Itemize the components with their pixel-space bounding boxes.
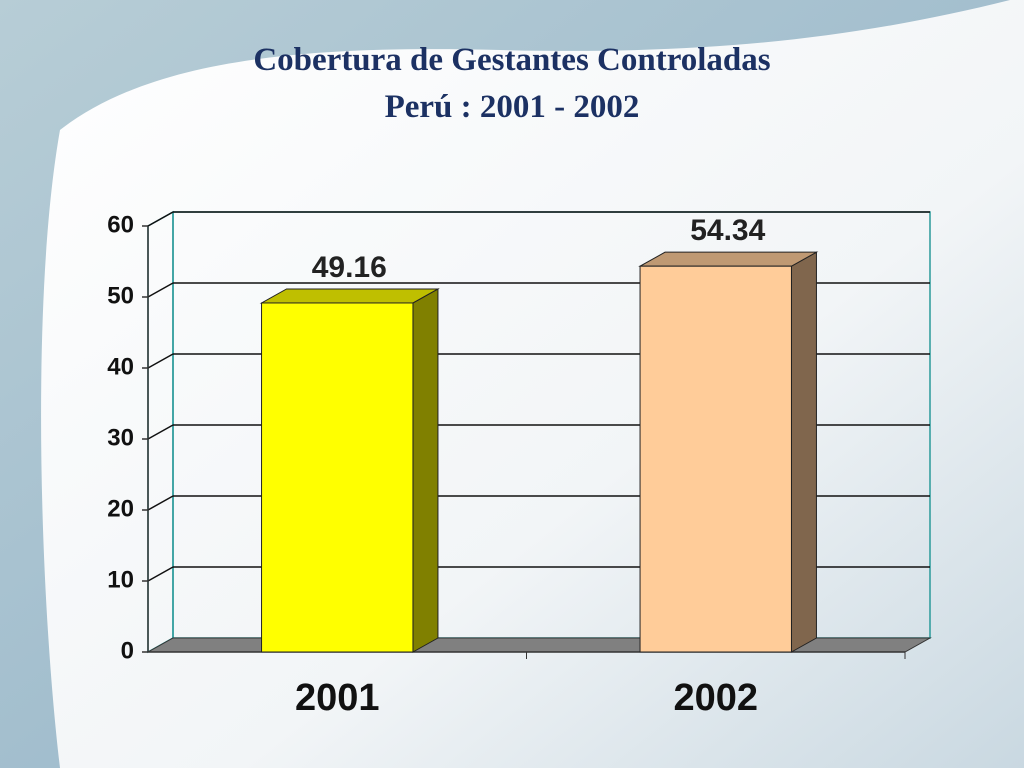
grid-line (147, 211, 174, 227)
chart-title: Cobertura de Gestantes Controladas (253, 42, 770, 78)
y-tick-label: 10 (107, 566, 134, 593)
bar (639, 265, 792, 653)
data-label: 49.16 (312, 251, 387, 284)
bar-side (790, 251, 817, 653)
y-tick-label: 30 (107, 424, 134, 451)
y-tick-label: 60 (107, 211, 134, 238)
bar-top (638, 251, 819, 267)
x-tick-label: 2002 (673, 677, 758, 719)
y-tick-label: 0 (121, 637, 134, 664)
bar (261, 302, 414, 653)
y-tick-label: 50 (107, 282, 134, 309)
y-tick-label: 20 (107, 495, 134, 522)
grid-line (147, 566, 174, 582)
plot: 0 10 20 30 40 50 60 2001 49.16 2002 54.34 (107, 210, 932, 719)
bar-side (412, 288, 439, 653)
grid-line (147, 353, 174, 369)
x-tick-label: 2001 (295, 677, 380, 719)
data-label: 54.34 (690, 214, 765, 247)
grid-line (147, 282, 174, 298)
y-tick-label: 40 (107, 353, 134, 380)
grid-line (147, 424, 174, 440)
chart-subtitle: Perú : 2001 - 2002 (385, 89, 640, 125)
grid-line (147, 495, 174, 511)
bar-top (259, 288, 440, 304)
